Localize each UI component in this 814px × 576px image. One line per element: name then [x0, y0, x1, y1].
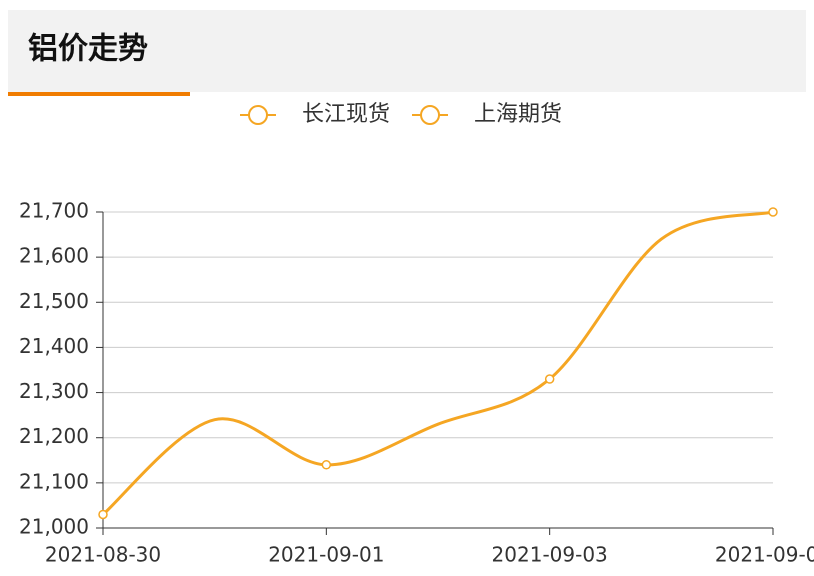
y-tick-label: 21,600: [19, 244, 89, 268]
x-tick-label: 2021-09-05: [715, 543, 814, 567]
legend-label[interactable]: 上海期货: [474, 102, 562, 127]
y-tick-label: 21,100: [19, 469, 89, 493]
point: [768, 207, 778, 217]
header-bg: [8, 10, 806, 92]
x-tick-label: 2021-09-03: [492, 543, 608, 567]
x-tick-label: 2021-08-30: [45, 543, 161, 567]
point: [98, 509, 108, 520]
chart-title: 铝价走势: [28, 32, 148, 67]
point: [544, 374, 555, 384]
legend-icon-dot[interactable]: [420, 105, 441, 125]
y-tick-label: 21,400: [19, 334, 89, 358]
series-line: [102, 210, 774, 516]
y-tick-label: 21,000: [19, 515, 89, 539]
header-underline: [8, 92, 190, 96]
y-tick-label: 21,500: [19, 289, 89, 313]
legend-label[interactable]: 长江现货: [302, 102, 390, 127]
legend-icon-dot[interactable]: [248, 105, 268, 125]
y-tick-label: 21,200: [19, 424, 89, 448]
y-tick-label: 21,700: [19, 199, 89, 223]
y-tick-label: 21,300: [19, 379, 89, 403]
x-tick-label: 2021-09-01: [268, 543, 384, 567]
point: [321, 460, 332, 470]
